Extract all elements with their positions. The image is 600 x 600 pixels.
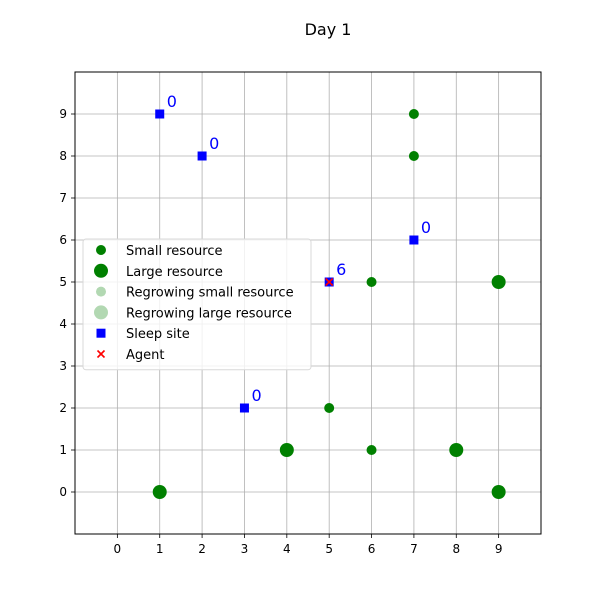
- y-tick-label: 2: [59, 401, 67, 415]
- sleep-point: [197, 151, 207, 161]
- y-tick-label: 3: [59, 359, 67, 373]
- sleep-site-count-label: 6: [336, 260, 346, 279]
- sleep-point: [239, 403, 249, 413]
- chart-title: Day 1: [305, 20, 352, 39]
- x-tick-label: 1: [156, 542, 164, 556]
- axes-frame: [74, 71, 542, 535]
- y-tick-label: 4: [59, 317, 67, 331]
- x-tick-label: 7: [410, 542, 418, 556]
- legend-marker-small: [96, 245, 106, 255]
- small-point: [324, 403, 335, 413]
- small-point: [408, 151, 419, 161]
- x-tick-label: 4: [283, 542, 291, 556]
- large-point: [279, 443, 294, 457]
- legend-label-agent: Agent: [126, 348, 164, 363]
- sleep-point: [155, 109, 165, 119]
- y-tick-label: 9: [59, 107, 67, 121]
- large-point: [152, 485, 167, 499]
- y-tick-label: 1: [59, 443, 67, 457]
- y-tick-label: 8: [59, 149, 67, 163]
- agent-point: [325, 277, 334, 287]
- agent-mark-stroke: [325, 277, 334, 287]
- legend-marker-regrow_large: [94, 305, 108, 320]
- legend-label-large: Large resource: [126, 265, 223, 280]
- legend-label-sleep: Sleep site: [126, 327, 190, 342]
- sleep-point: [409, 235, 419, 245]
- small-point: [366, 277, 377, 287]
- y-tick-label: 5: [59, 275, 67, 289]
- sleep-site-count-label: 0: [421, 218, 431, 237]
- plot-area: 0 1 2 3 4 5 6 7 8 9 0 1 2 3 4 5 6 7 8 9 0 0 0 6 0: [59, 71, 542, 556]
- x-tick-label: 6: [368, 542, 376, 556]
- agent-mark-stroke: [96, 349, 106, 359]
- small-point: [366, 445, 377, 455]
- x-tick-label: 8: [452, 542, 460, 556]
- y-tick-label: 6: [59, 233, 67, 247]
- sleep-site-count-label: 0: [167, 92, 177, 111]
- legend: Small resource Large resource Regrowing sm…: [82, 238, 312, 371]
- legend-label-small: Small resource: [126, 244, 222, 259]
- legend-marker-sleep: [96, 328, 106, 338]
- x-tick-label: 0: [114, 542, 122, 556]
- small-point: [408, 109, 419, 119]
- x-tick-label: 5: [325, 542, 333, 556]
- y-tick-label: 0: [59, 485, 67, 499]
- legend-marker-large: [94, 263, 108, 278]
- legend-label-regrow_large: Regrowing large resource: [126, 306, 292, 321]
- x-tick-label: 3: [241, 542, 249, 556]
- legend-marker-agent: [96, 349, 106, 359]
- x-tick-label: 2: [198, 542, 206, 556]
- x-tick-label: 9: [495, 542, 503, 556]
- legend-box: [82, 238, 312, 371]
- large-point: [491, 485, 506, 499]
- y-tick-label: 7: [59, 191, 67, 205]
- legend-label-regrow_small: Regrowing small resource: [126, 286, 294, 301]
- sleep-site-count-label: 0: [209, 134, 219, 153]
- large-point: [491, 275, 506, 289]
- sleep-site-count-label: 0: [251, 386, 261, 405]
- legend-marker-regrow_small: [96, 286, 106, 297]
- large-point: [449, 443, 464, 457]
